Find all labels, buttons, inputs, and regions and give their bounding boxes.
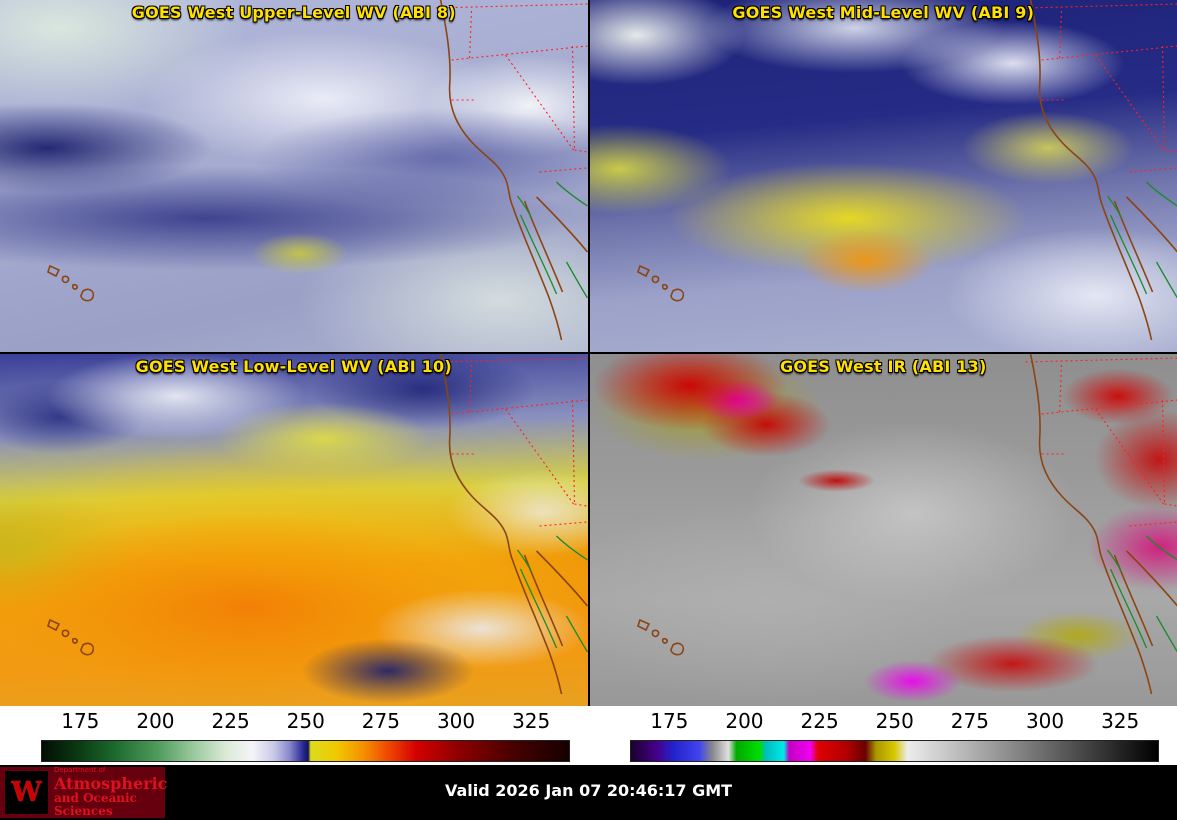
tick-label: 325 <box>1101 709 1140 733</box>
ir-scale: 175 200 225 250 275 300 325 <box>589 706 1177 765</box>
tick-label: 225 <box>800 709 839 733</box>
footer: W Department of Atmospheric and Oceanic … <box>0 765 1177 820</box>
satellite-image-mid-wv <box>589 0 1177 352</box>
crest-letter: W <box>11 777 42 808</box>
logo-text: Department of Atmospheric and Oceanic Sc… <box>54 767 167 818</box>
panel-title-upper-wv: GOES West Upper-Level WV (ABI 8) <box>131 3 456 22</box>
tick-label: 275 <box>950 709 989 733</box>
uw-aos-logo: W Department of Atmospheric and Oceanic … <box>0 767 167 818</box>
ir-colorbar <box>630 740 1160 762</box>
wv-tick-labels: 175 200 225 250 275 300 325 <box>41 709 570 735</box>
panel-ir: GOES West IR (ABI 13) <box>589 354 1177 706</box>
satellite-panel-grid: GOES West Upper-Level WV (ABI 8) GOES We… <box>0 0 1177 706</box>
satellite-image-low-wv <box>0 354 588 706</box>
uw-crest-icon: W <box>5 771 48 814</box>
valid-timestamp: Valid 2026 Jan 07 20:46:17 GMT <box>444 781 733 800</box>
tick-label: 325 <box>512 709 551 733</box>
tick-label: 225 <box>211 709 250 733</box>
logo-dept-label: Department of <box>54 766 106 775</box>
tick-label: 175 <box>61 709 100 733</box>
tick-label: 200 <box>725 709 764 733</box>
panel-mid-level-wv: GOES West Mid-Level WV (ABI 9) <box>589 0 1177 352</box>
panel-title-ir: GOES West IR (ABI 13) <box>780 357 987 376</box>
wv-colorbar <box>41 740 571 762</box>
tick-label: 175 <box>650 709 689 733</box>
logo-dept-name-2: and Oceanic Sciences <box>54 790 137 818</box>
tick-label: 275 <box>361 709 400 733</box>
tick-label: 300 <box>436 709 476 733</box>
satellite-image-ir <box>589 354 1177 706</box>
satellite-image-upper-wv <box>0 0 588 352</box>
map-overlay <box>47 354 588 695</box>
panel-upper-level-wv: GOES West Upper-Level WV (ABI 8) <box>0 0 588 352</box>
ir-tick-labels: 175 200 225 250 275 300 325 <box>630 709 1159 735</box>
tick-label: 250 <box>875 709 914 733</box>
panel-low-level-wv: GOES West Low-Level WV (ABI 10) <box>0 354 588 706</box>
panel-title-low-wv: GOES West Low-Level WV (ABI 10) <box>135 357 452 376</box>
tick-label: 200 <box>136 709 175 733</box>
map-overlay <box>636 354 1177 695</box>
wv-scale: 175 200 225 250 275 300 325 <box>0 706 588 765</box>
logo-dept-name-1: Atmospheric <box>54 773 168 793</box>
colorbar-section: 175 200 225 250 275 300 325 175 200 225 … <box>0 706 1177 765</box>
tick-label: 300 <box>1025 709 1065 733</box>
map-overlay <box>636 0 1177 341</box>
map-overlay <box>47 0 588 341</box>
panel-title-mid-wv: GOES West Mid-Level WV (ABI 9) <box>732 3 1035 22</box>
tick-label: 250 <box>286 709 325 733</box>
